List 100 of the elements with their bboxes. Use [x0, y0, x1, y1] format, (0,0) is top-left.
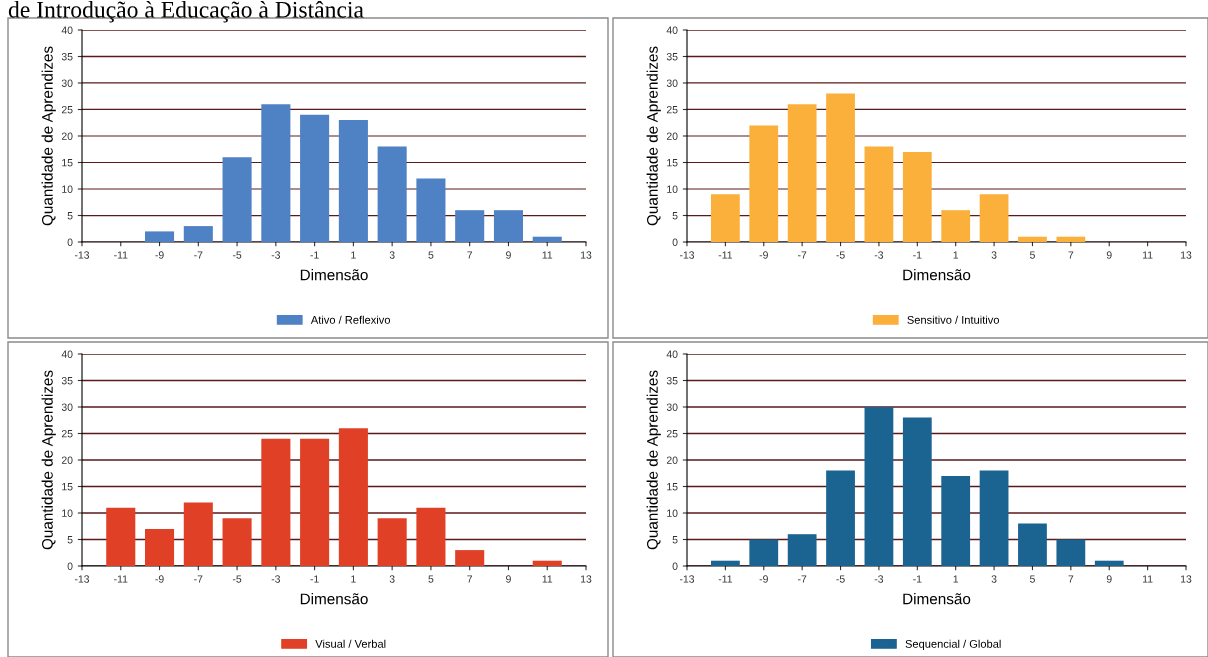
bar: [222, 157, 252, 242]
x-tick-label: 11: [542, 251, 553, 259]
x-tick-label: -3: [874, 251, 884, 259]
y-tick-label: 10: [667, 185, 678, 193]
y-tick-label: 0: [67, 562, 73, 570]
x-tick-label: 9: [1106, 575, 1112, 583]
x-tick-label: -7: [194, 251, 203, 259]
y-tick-label: 35: [61, 53, 73, 61]
x-tick-label: -3: [874, 575, 884, 583]
x-axis-title: Dimensão: [300, 269, 368, 281]
y-tick-label: 40: [61, 350, 73, 358]
bar: [145, 231, 175, 242]
bar: [532, 236, 562, 242]
x-tick-label: -9: [155, 575, 164, 583]
x-tick-label: 13: [1181, 575, 1192, 583]
bar: [941, 475, 971, 566]
bar: [377, 146, 407, 242]
x-tick-label: -1: [310, 575, 319, 583]
y-tick-label: 25: [61, 430, 73, 438]
y-tick-label: 20: [666, 456, 678, 464]
bar: [455, 550, 485, 566]
y-tick-label: 25: [666, 430, 678, 438]
x-tick-label: 7: [1068, 575, 1074, 583]
bar: [1018, 236, 1047, 242]
bar: [1018, 523, 1047, 566]
x-tick-label: -5: [232, 575, 242, 583]
y-tick-label: 25: [666, 106, 678, 114]
bar: [338, 120, 368, 242]
x-tick-label: -11: [718, 575, 733, 583]
x-axis-title: Dimensão: [300, 593, 368, 605]
x-tick-label: 3: [991, 251, 997, 259]
bar: [902, 417, 932, 566]
x-tick-label: 7: [467, 251, 473, 259]
bar: [261, 438, 291, 566]
y-tick-label: 5: [672, 212, 678, 220]
bar: [455, 210, 485, 242]
bar: [416, 507, 446, 566]
x-tick-label: 3: [389, 575, 395, 583]
x-tick-label: 9: [1106, 251, 1112, 259]
x-tick-label: 1: [953, 251, 959, 259]
x-tick-label: 9: [506, 575, 511, 583]
x-tick-label: 1: [351, 575, 356, 583]
y-tick-label: 30: [61, 403, 73, 411]
bar: [979, 470, 1009, 566]
y-tick-label: 15: [667, 159, 678, 167]
x-tick-label: -5: [232, 251, 242, 259]
y-tick-label: 5: [67, 536, 73, 544]
bar: [106, 507, 136, 566]
y-axis-title: Quantidade de Aprendizes: [41, 46, 56, 226]
bar: [864, 407, 894, 566]
y-axis-title: Quantidade de Aprendizes: [646, 46, 661, 226]
bar: [710, 194, 740, 242]
bar: [787, 104, 817, 242]
bar: [902, 151, 932, 242]
bar: [979, 194, 1009, 242]
y-tick-label: 15: [667, 483, 678, 491]
y-tick-label: 40: [666, 350, 678, 358]
x-tick-label: -13: [74, 575, 90, 583]
y-tick-label: 30: [666, 79, 678, 87]
bar: [749, 539, 779, 566]
bar: [261, 104, 291, 242]
y-tick-label: 35: [666, 377, 678, 385]
y-tick-label: 15: [62, 159, 73, 167]
legend-label: Sensitivo / Intuitivo: [907, 315, 1000, 324]
bar: [710, 560, 740, 566]
y-tick-label: 0: [672, 562, 678, 570]
x-tick-label: 7: [467, 575, 473, 583]
bar: [941, 210, 971, 242]
legend-label: Visual / Verbal: [315, 639, 386, 648]
y-tick-label: 35: [61, 377, 73, 385]
x-tick-label: 9: [506, 251, 511, 259]
x-tick-label: -7: [194, 575, 203, 583]
y-axis-title: Quantidade de Aprendizes: [41, 370, 56, 550]
y-tick-label: 0: [67, 238, 73, 246]
bar: [300, 114, 330, 242]
legend-label: Sequencial / Global: [905, 639, 1001, 651]
x-tick-label: 13: [581, 251, 592, 259]
x-tick-label: -5: [836, 251, 845, 259]
bar: [1094, 560, 1124, 566]
x-tick-label: -9: [155, 251, 164, 259]
y-tick-label: 10: [62, 509, 73, 517]
x-tick-label: -7: [797, 251, 807, 259]
bar: [300, 438, 330, 566]
bar: [493, 210, 523, 242]
y-tick-label: 40: [666, 26, 678, 34]
bar: [1056, 236, 1086, 242]
y-tick-label: 25: [61, 106, 73, 114]
x-tick-label: 11: [1143, 575, 1153, 583]
x-axis-title: Dimensão: [903, 269, 971, 281]
bar: [222, 518, 252, 566]
x-tick-label: -7: [797, 575, 807, 583]
bar: [145, 528, 175, 566]
bar: [338, 428, 368, 566]
y-tick-label: 10: [62, 185, 73, 193]
bar: [377, 518, 407, 566]
y-tick-label: 35: [666, 53, 678, 61]
y-tick-label: 20: [666, 132, 678, 140]
x-tick-label: -11: [114, 251, 128, 259]
x-tick-label: 11: [542, 575, 553, 583]
y-tick-label: 30: [666, 403, 678, 411]
